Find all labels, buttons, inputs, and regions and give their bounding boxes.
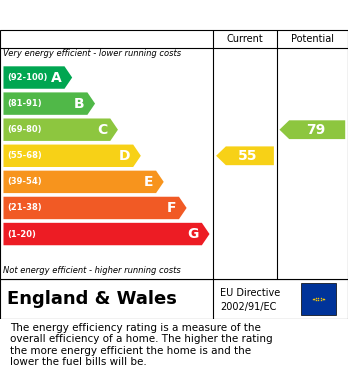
Text: Not energy efficient - higher running costs: Not energy efficient - higher running co… bbox=[3, 266, 181, 275]
Text: 55: 55 bbox=[238, 149, 258, 163]
Polygon shape bbox=[216, 146, 274, 165]
Polygon shape bbox=[3, 223, 209, 245]
Text: 79: 79 bbox=[306, 123, 325, 137]
Text: Potential: Potential bbox=[291, 34, 334, 44]
Polygon shape bbox=[3, 118, 118, 141]
Polygon shape bbox=[3, 92, 95, 115]
Text: (1-20): (1-20) bbox=[8, 230, 37, 239]
Polygon shape bbox=[3, 66, 72, 89]
Polygon shape bbox=[3, 197, 187, 219]
Text: (21-38): (21-38) bbox=[8, 203, 42, 212]
Text: F: F bbox=[167, 201, 176, 215]
Text: E: E bbox=[144, 175, 153, 189]
Text: (92-100): (92-100) bbox=[8, 73, 48, 82]
Text: (39-54): (39-54) bbox=[8, 178, 42, 187]
Text: (69-80): (69-80) bbox=[8, 125, 42, 134]
Text: A: A bbox=[51, 70, 62, 84]
Text: England & Wales: England & Wales bbox=[7, 290, 177, 308]
Text: The energy efficiency rating is a measure of the
overall efficiency of a home. T: The energy efficiency rating is a measur… bbox=[10, 323, 273, 368]
Bar bbox=[301, 283, 336, 315]
Text: 2002/91/EC: 2002/91/EC bbox=[220, 302, 277, 312]
Text: Very energy efficient - lower running costs: Very energy efficient - lower running co… bbox=[3, 49, 182, 58]
Polygon shape bbox=[279, 120, 345, 139]
Text: EU Directive: EU Directive bbox=[220, 288, 280, 298]
Text: Current: Current bbox=[227, 34, 263, 44]
Text: (81-91): (81-91) bbox=[8, 99, 42, 108]
Text: G: G bbox=[188, 227, 199, 241]
Polygon shape bbox=[3, 145, 141, 167]
Text: Energy Efficiency Rating: Energy Efficiency Rating bbox=[10, 6, 239, 24]
Text: (55-68): (55-68) bbox=[8, 151, 42, 160]
Text: D: D bbox=[119, 149, 130, 163]
Text: B: B bbox=[74, 97, 85, 111]
Polygon shape bbox=[3, 170, 164, 193]
Text: C: C bbox=[97, 123, 108, 137]
